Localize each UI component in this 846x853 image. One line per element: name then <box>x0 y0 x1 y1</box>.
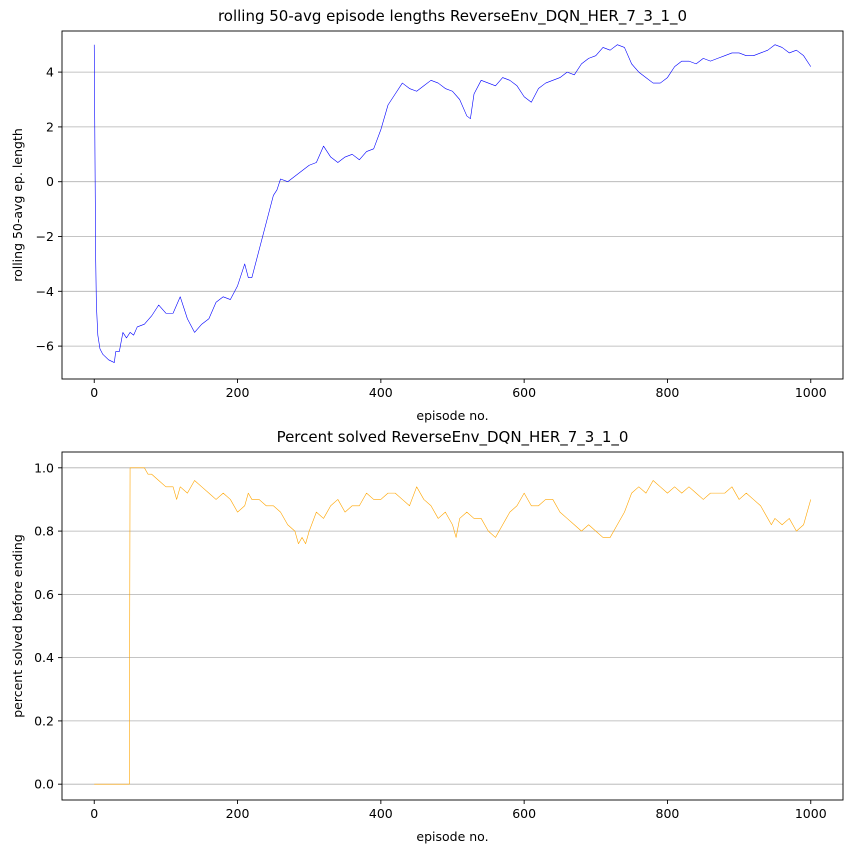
x-axis-label: episode no. <box>416 829 488 844</box>
series-line <box>94 467 812 785</box>
y-tick-label: 2 <box>46 119 54 134</box>
x-tick-label: 600 <box>512 385 536 400</box>
y-tick-label: 0.6 <box>34 587 54 602</box>
x-tick-label: 0 <box>90 806 98 821</box>
x-tick-label: 600 <box>512 806 536 821</box>
y-tick-label: −2 <box>36 229 54 244</box>
y-tick-label: −6 <box>36 339 54 354</box>
y-axis-label: rolling 50-avg ep. length <box>10 128 25 282</box>
x-tick-label: 1000 <box>795 385 827 400</box>
x-tick-label: 0 <box>90 385 98 400</box>
axes-frame <box>61 30 844 380</box>
y-tick-label: 0.8 <box>34 524 54 539</box>
y-tick-label: 0.0 <box>34 777 54 792</box>
y-tick-label: 1.0 <box>34 460 54 475</box>
x-axis-label: episode no. <box>416 408 488 423</box>
series-line <box>93 44 812 363</box>
axes-frame <box>61 451 844 801</box>
x-tick-label: 1000 <box>795 806 827 821</box>
x-tick-label: 400 <box>369 385 393 400</box>
y-tick-label: 0 <box>46 174 54 189</box>
x-tick-label: 800 <box>656 385 680 400</box>
y-axis-label: percent solved before ending <box>10 534 25 718</box>
chart-title: rolling 50-avg episode lengths ReverseEn… <box>218 7 687 26</box>
chart-title: Percent solved ReverseEnv_DQN_HER_7_3_1_… <box>277 428 629 447</box>
x-tick-label: 200 <box>226 385 250 400</box>
x-tick-label: 400 <box>369 806 393 821</box>
y-tick-label: 0.4 <box>34 650 54 665</box>
y-tick-label: 4 <box>46 65 54 80</box>
chart-panel-top: 0 200 400 600 800 1000 −6 −4 −2 0 2 4 rolling 50-avg… <box>10 7 844 423</box>
x-tick-label: 800 <box>656 806 680 821</box>
chart-panel-bottom: 0 200 400 600 800 1000 0.0 0.2 0.4 0.6 0.8 1.0 Perce… <box>10 428 844 844</box>
y-tick-label: −4 <box>36 284 54 299</box>
x-tick-label: 200 <box>226 806 250 821</box>
y-tick-label: 0.2 <box>34 713 54 728</box>
